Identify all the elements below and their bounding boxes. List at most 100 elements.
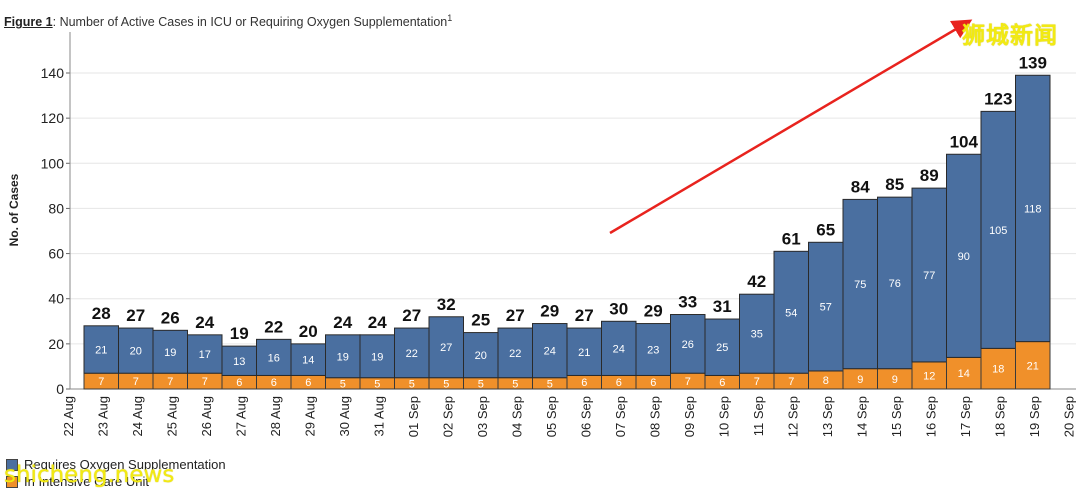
data-label-oxygen: 20 [475,350,487,362]
bar-oxygen [428,316,464,379]
data-label-icu: 9 [857,374,863,386]
data-label-oxygen: 76 [889,278,901,290]
data-label-total: 19 [230,324,249,343]
data-label-oxygen: 27 [440,342,452,354]
data-label-oxygen: 77 [923,270,935,282]
data-label-total: 25 [471,311,490,330]
x-tick-label: 15 Sep [889,396,904,437]
data-label-total: 42 [747,272,766,291]
figure-title-text: : Number of Active Cases in ICU or Requi… [52,15,448,30]
data-label-total: 24 [368,313,387,332]
data-label-icu: 6 [616,377,622,389]
data-label-icu: 5 [512,378,518,390]
y-tick-label: 100 [41,155,65,171]
x-tick-label: 06 Sep [578,396,593,437]
data-label-icu: 5 [478,378,484,390]
data-label-icu: 12 [923,370,935,382]
x-tick-label: 23 Aug [95,396,110,437]
data-label-oxygen: 19 [337,351,349,363]
x-tick-label: 13 Sep [820,396,835,437]
bar-oxygen [221,345,257,376]
data-label-total: 139 [1019,53,1047,72]
figure-title: Figure 1: Number of Active Cases in ICU … [4,13,452,29]
x-tick-label: 12 Sep [785,396,800,437]
bar-oxygen [842,198,878,370]
bar-oxygen [704,318,740,376]
x-tick-label: 10 Sep [716,396,731,437]
bar-oxygen [187,334,223,374]
trend-arrow [609,19,973,235]
data-label-total: 61 [782,229,801,248]
data-label-icu: 5 [409,378,415,390]
data-label-icu: 14 [958,368,970,380]
bar-oxygen [152,329,188,374]
legend: Requires Oxygen Supplementation In Inten… [6,456,226,490]
x-tick-label: 01 Sep [406,396,421,437]
data-label-total: 28 [92,304,111,323]
data-label-total: 24 [195,313,214,332]
x-tick-label: 17 Sep [958,396,973,437]
data-label-total: 84 [851,177,870,196]
data-label-icu: 7 [202,376,208,388]
x-tick-label: 04 Sep [509,396,524,437]
data-label-total: 22 [264,317,283,336]
bar-oxygen [946,153,982,358]
data-label-oxygen: 25 [716,342,728,354]
data-label-oxygen: 16 [268,352,280,364]
bar-oxygen [635,323,671,376]
data-label-icu: 7 [754,376,760,388]
data-label-total: 29 [644,302,663,321]
data-label-oxygen: 21 [578,347,590,359]
x-tick-label: 03 Sep [475,396,490,437]
data-label-icu: 6 [236,377,242,389]
y-tick-label: 60 [48,246,64,262]
x-tick-label: 24 Aug [130,396,145,437]
data-label-total: 20 [299,322,318,341]
figure-footnote: 1 [447,13,453,23]
data-label-icu: 6 [581,377,587,389]
x-tick-label: 11 Sep [751,396,766,436]
data-label-oxygen: 75 [854,279,866,291]
x-tick-label: 02 Sep [440,396,455,437]
data-label-oxygen: 17 [199,349,211,361]
x-tick-label: 28 Aug [268,396,283,437]
data-label-oxygen: 22 [406,348,418,360]
watermark-site: shicheng.news [4,462,175,488]
legend-swatch-icu [6,475,18,488]
data-label-icu: 6 [650,377,656,389]
y-tick-label: 20 [48,336,64,352]
x-tick-label: 08 Sep [647,396,662,437]
data-label-icu: 7 [133,376,139,388]
bar-oxygen [808,241,844,372]
bar-oxygen [980,110,1016,349]
x-tick-label: 31 Aug [371,396,386,437]
bar-oxygen [497,327,533,379]
data-label-icu: 9 [892,374,898,386]
legend-item-oxygen: Requires Oxygen Supplementation [6,456,226,473]
data-label-icu: 6 [305,377,311,389]
bar-oxygen [463,332,499,379]
data-label-icu: 5 [374,378,380,390]
data-label-icu: 21 [1027,360,1039,372]
data-label-total: 24 [333,313,352,332]
data-label-oxygen: 21 [95,345,107,357]
bar-oxygen [566,327,602,376]
data-label-oxygen: 118 [1024,203,1042,215]
bar-icu [980,347,1016,390]
data-label-icu: 18 [992,364,1004,376]
x-tick-label: 29 Aug [302,396,317,437]
x-tick-label: 25 Aug [164,396,179,437]
x-tick-label: 07 Sep [613,396,628,437]
data-label-oxygen: 105 [989,225,1007,237]
data-label-icu: 8 [823,375,829,387]
legend-label-oxygen: Requires Oxygen Supplementation [24,457,226,472]
data-label-total: 26 [161,308,180,327]
data-label-total: 27 [126,306,145,325]
data-label-icu: 5 [547,378,553,390]
x-tick-label: 30 Aug [337,396,352,437]
y-axis-title: No. of Cases [7,173,21,246]
bar-oxygen [394,327,430,379]
data-label-total: 27 [575,306,594,325]
data-label-total: 30 [609,299,628,318]
